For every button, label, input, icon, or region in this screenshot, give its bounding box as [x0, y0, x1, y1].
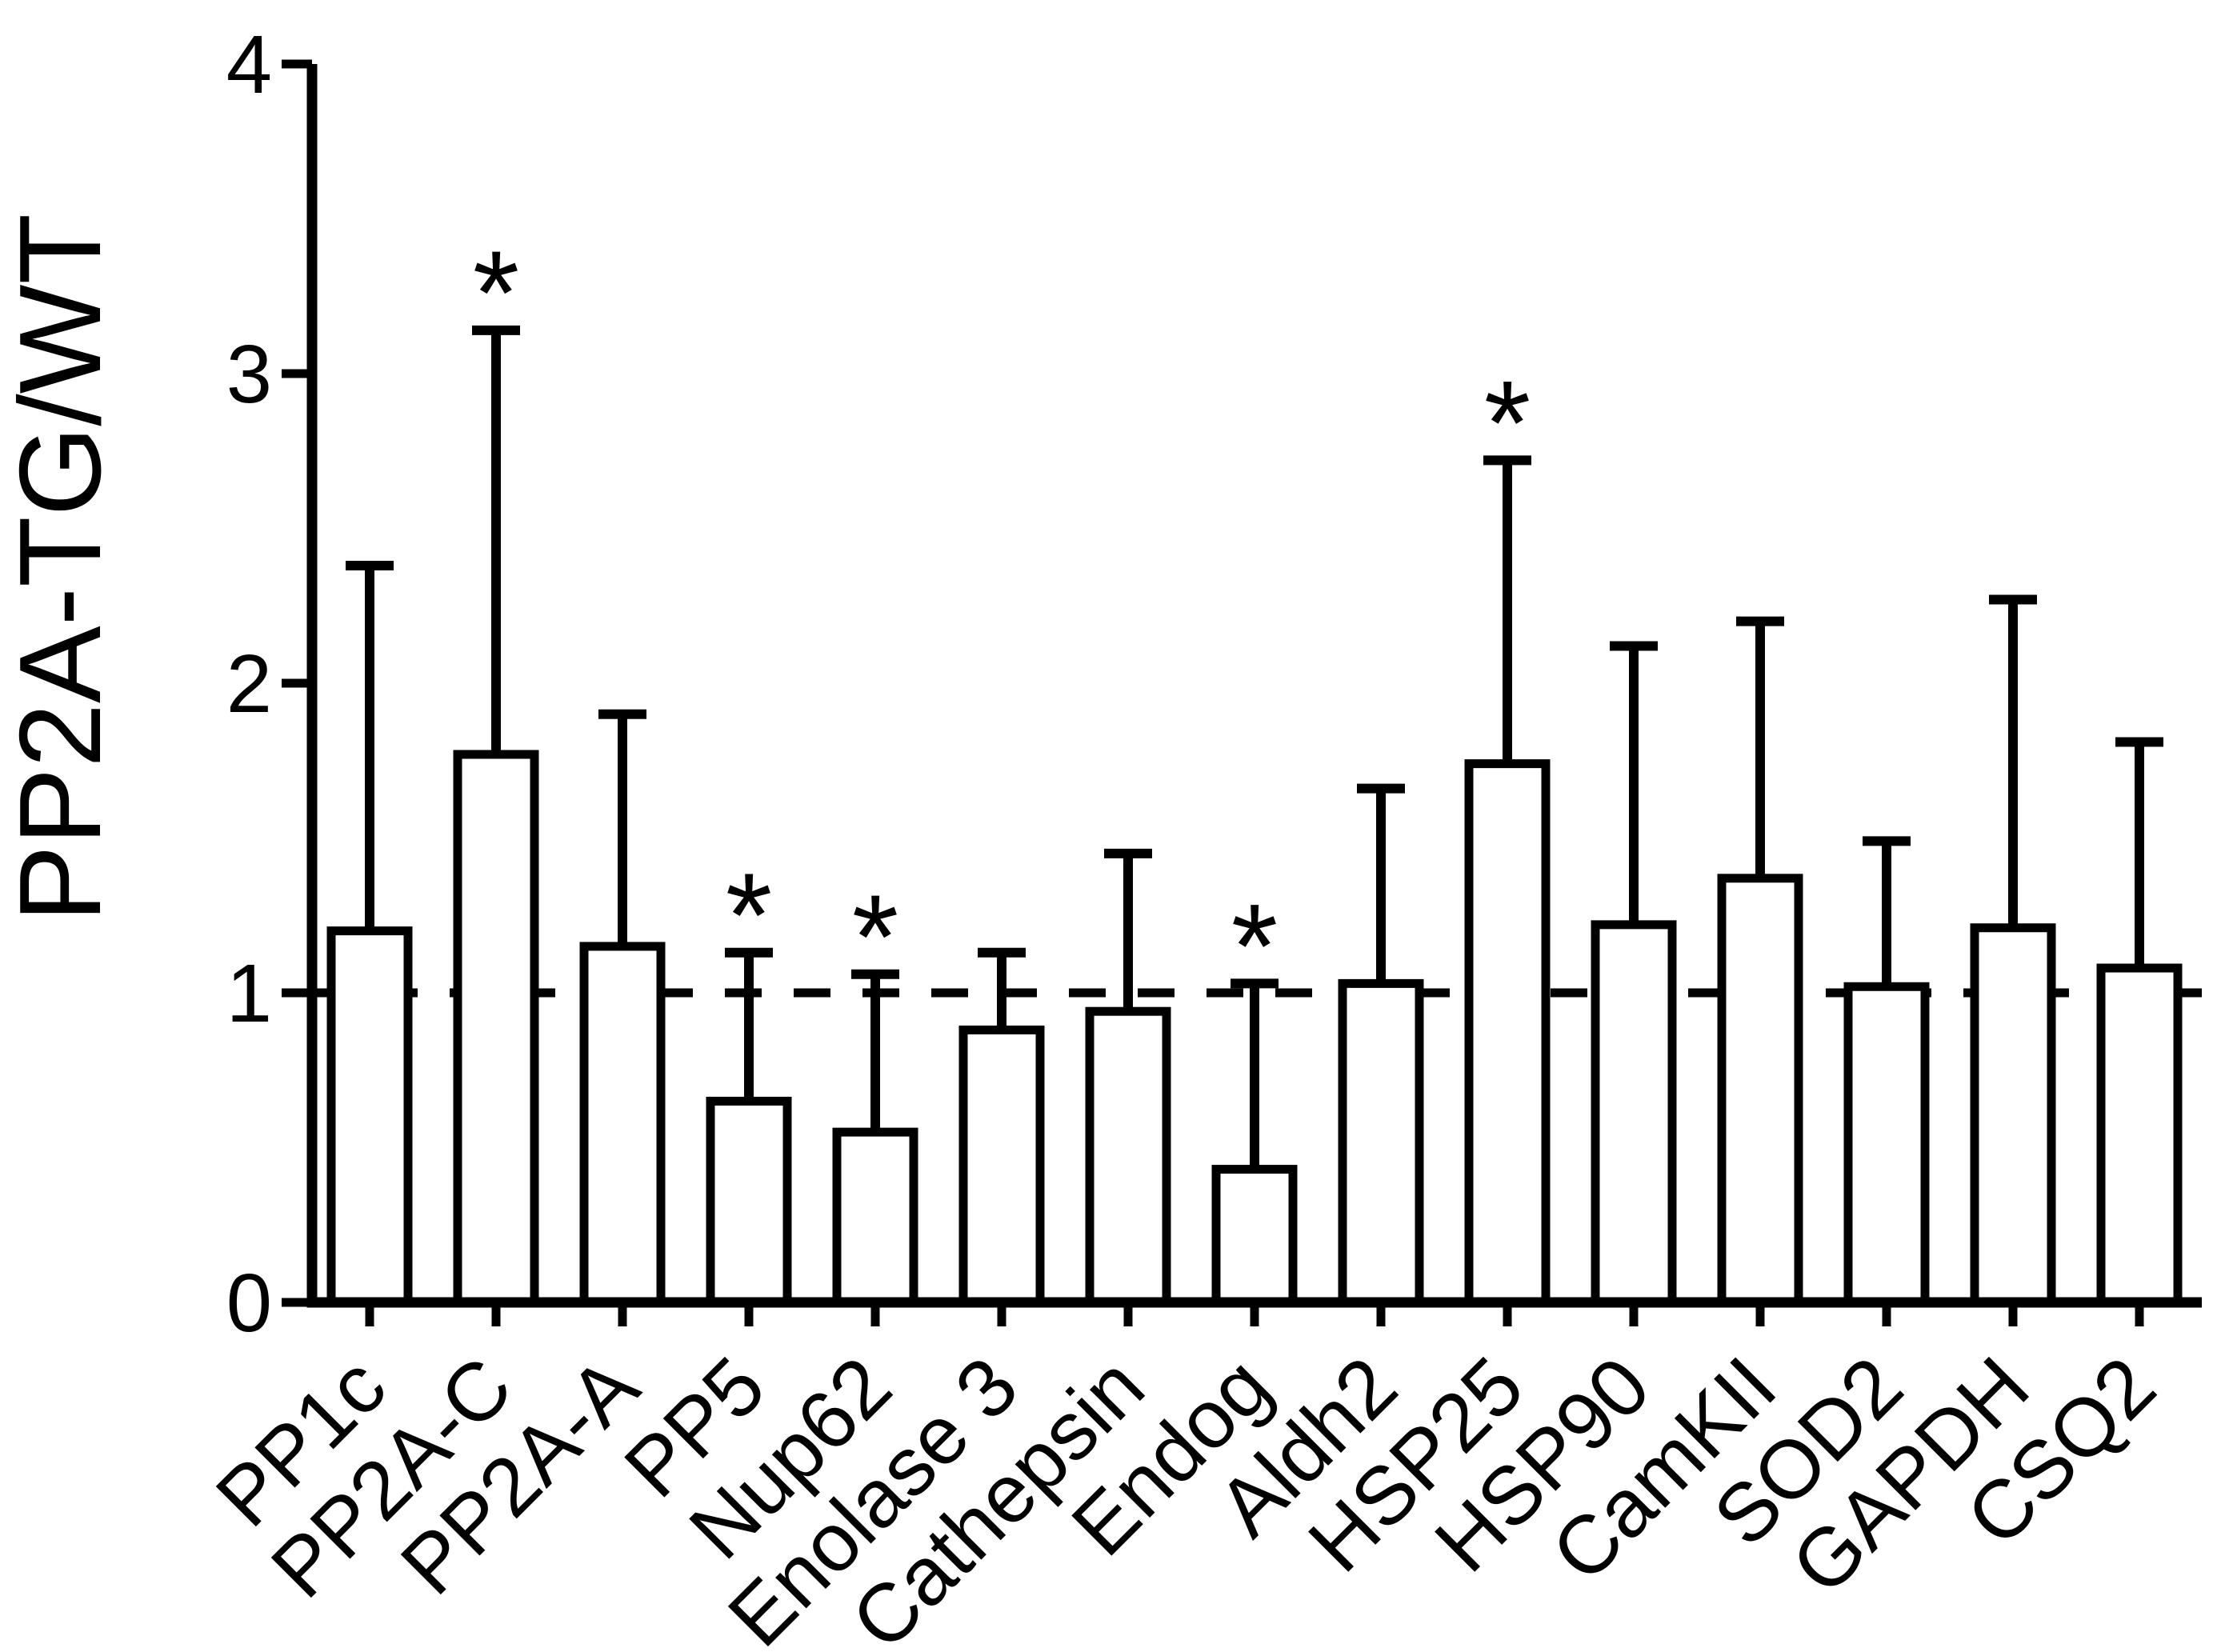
bar-Aldh2 [1338, 978, 1424, 1307]
bar-Cathepsin [1085, 1006, 1171, 1307]
y-tick-label-3: 3 [226, 328, 272, 420]
y-tick-label-0: 0 [226, 1257, 272, 1349]
bar-HSP90 [1591, 920, 1677, 1307]
y-tick-label-4: 4 [226, 18, 272, 110]
bar-Endog [1211, 1165, 1298, 1307]
bar-PP2A-A [579, 942, 666, 1307]
significance-star-PP2A-C: * [473, 226, 519, 360]
axes-layer [282, 59, 2202, 1326]
y-tick-label-2: 2 [226, 638, 272, 730]
bar-PP5 [706, 1096, 792, 1307]
bar-PP2A-C [453, 750, 539, 1307]
bar-SOD2 [1843, 982, 1930, 1307]
bar-HSP25 [1464, 759, 1551, 1307]
bar-CSQ2 [2096, 963, 2183, 1307]
y-axis-title: PP2A-TG/WT [0, 214, 125, 922]
significance-star-PP5: * [726, 848, 772, 982]
bar-GAPDH [1970, 923, 2056, 1307]
y-tick-label-1: 1 [226, 947, 272, 1039]
bar-Enolase 3 [958, 1025, 1045, 1307]
significance-star-Nup62: * [852, 870, 898, 1004]
significance-star-Endog: * [1231, 878, 1278, 1013]
bars-layer [326, 325, 2183, 1307]
significance-star-HSP25: * [1484, 355, 1531, 490]
bar-PP1c [326, 926, 413, 1307]
bar-Nup62 [832, 1127, 918, 1307]
bar-CamKII [1717, 874, 1803, 1307]
